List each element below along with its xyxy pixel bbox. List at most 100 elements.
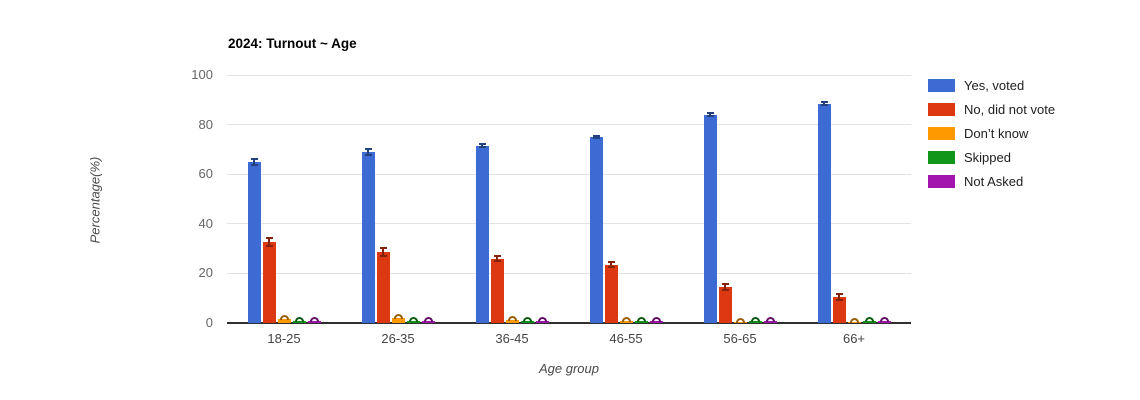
legend-item: Not Asked (928, 169, 1055, 193)
legend-item: No, did not vote (928, 97, 1055, 121)
legend-label: Yes, voted (964, 77, 1025, 93)
error-bar-arc (309, 317, 319, 323)
error-bar-arc (279, 315, 289, 321)
legend-item: Yes, voted (928, 73, 1055, 97)
plot-area (227, 74, 911, 324)
bar (277, 319, 291, 323)
y-tick-label: 20 (198, 265, 213, 281)
bar (475, 145, 489, 323)
bar (649, 321, 663, 323)
legend-label: Don’t know (964, 125, 1029, 141)
error-bar-cap (706, 112, 714, 115)
error-bar (253, 158, 255, 166)
legend-label: No, did not vote (964, 101, 1056, 117)
legend: Yes, voted No, did not vote Don’t know Skip… (928, 73, 1055, 193)
error-bar-cap (250, 158, 258, 161)
legend-swatch (928, 102, 955, 116)
bar (718, 287, 732, 323)
bar (703, 114, 717, 323)
bar (361, 151, 375, 323)
legend-swatch (928, 78, 955, 92)
error-bar-cap (478, 143, 486, 146)
error-bar-arc (408, 317, 418, 323)
error-bar-cap (607, 261, 615, 263)
error-bar (724, 283, 726, 291)
error-bar-cap (820, 104, 828, 106)
bar (520, 321, 534, 323)
error-bar-cap (592, 137, 600, 140)
error-bar-arc (849, 317, 859, 323)
error-bar-cap (364, 148, 372, 151)
y-tick-label: 40 (198, 215, 213, 231)
error-bar-cap (250, 163, 258, 166)
bar (832, 296, 846, 323)
error-bar (823, 101, 825, 106)
error-bar (382, 247, 384, 258)
error-bar-cap (379, 255, 387, 258)
error-bar-arc (423, 317, 433, 323)
gridline (227, 124, 911, 126)
y-tick-label: 80 (198, 116, 213, 132)
error-bar-arc (507, 316, 517, 322)
error-bar-cap (721, 283, 729, 286)
x-tick-label: 46-55 (609, 331, 643, 346)
error-bar (709, 112, 711, 118)
legend-swatch (928, 150, 955, 164)
error-bar-cap (721, 288, 729, 291)
bar (862, 320, 876, 323)
bar (619, 320, 633, 323)
error-bar-cap (706, 115, 714, 118)
legend-label: Skipped (964, 149, 1011, 165)
error-bar-cap (835, 298, 843, 301)
error-bar-cap (592, 134, 600, 137)
bar (748, 321, 762, 323)
gridline (227, 173, 911, 175)
error-bar-cap (265, 245, 273, 248)
error-bar (268, 237, 270, 248)
error-bar-cap (379, 247, 387, 250)
bar (406, 321, 420, 323)
error-bar-cap (835, 293, 843, 296)
x-axis-line (227, 322, 911, 324)
error-bar-cap (265, 237, 273, 240)
gridline (227, 74, 911, 76)
bar (877, 320, 891, 323)
y-tick-label: 100 (191, 67, 213, 82)
error-bar-cap (364, 153, 372, 156)
error-bar-arc (765, 317, 775, 323)
error-bar (496, 254, 498, 263)
bar (604, 264, 618, 323)
error-bar-arc (537, 317, 547, 323)
error-bar (367, 148, 369, 156)
error-bar-arc (636, 317, 646, 323)
error-bar (481, 143, 483, 149)
bar (634, 321, 648, 323)
error-bar-arc (522, 317, 532, 323)
error-bar (610, 261, 612, 269)
error-bar-arc (621, 316, 631, 322)
error-bar-arc (864, 316, 874, 322)
gridline (227, 272, 911, 274)
error-bar-arc (651, 317, 661, 323)
error-bar-cap (493, 254, 501, 257)
legend-label: Not Asked (964, 173, 1024, 189)
error-bar-arc (735, 317, 745, 323)
y-axis-title: Percentage(%) (87, 156, 103, 244)
legend-item: Don’t know (928, 121, 1055, 145)
x-tick-label: 36-45 (495, 331, 529, 346)
x-tick-label: 18-25 (267, 331, 301, 346)
chart-title: 2024: Turnout ~ Age (228, 36, 357, 51)
error-bar-cap (607, 266, 615, 269)
error-bar-cap (478, 146, 486, 149)
bar (292, 320, 306, 323)
bar (589, 137, 603, 323)
error-bar-arc (879, 316, 889, 322)
x-tick-label: 66+ (842, 331, 866, 346)
legend-swatch (928, 174, 955, 188)
error-bar (838, 293, 840, 301)
bar (763, 321, 777, 323)
bar (490, 258, 504, 323)
bar (505, 320, 519, 323)
error-bar-arc (750, 317, 760, 323)
